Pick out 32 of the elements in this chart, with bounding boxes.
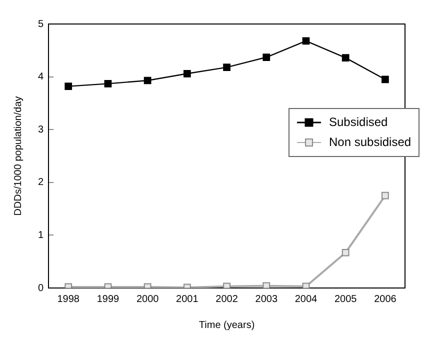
x-tick-label: 2005 bbox=[334, 294, 358, 305]
point bbox=[382, 76, 389, 84]
point bbox=[342, 54, 350, 62]
x-tick-label: 2002 bbox=[216, 294, 238, 305]
x-axis-title: Time (years) bbox=[198, 320, 255, 331]
y-axis-title: DDDs/1000 population/day bbox=[12, 96, 24, 216]
y-tick-label: 2 bbox=[38, 177, 44, 188]
point bbox=[104, 80, 112, 88]
y-tick-label: 5 bbox=[38, 18, 44, 30]
point bbox=[223, 64, 230, 71]
legend-label: Non subsidised bbox=[329, 134, 412, 149]
y-tick-label: 3 bbox=[38, 124, 44, 136]
point bbox=[64, 82, 72, 90]
x-tick-label: 2006 bbox=[374, 294, 397, 305]
point bbox=[262, 282, 270, 288]
point bbox=[144, 76, 152, 84]
x-tick-label: 2004 bbox=[294, 294, 318, 305]
y-tick-label: 0 bbox=[38, 282, 44, 294]
x-tick-label: 2003 bbox=[255, 294, 278, 305]
point bbox=[223, 282, 230, 288]
point bbox=[183, 70, 191, 78]
x-tick-label: 2001 bbox=[176, 294, 199, 305]
x-tick-label: 1998 bbox=[57, 294, 80, 305]
x-tick-label: 2000 bbox=[136, 294, 160, 305]
y-tick-label: 1 bbox=[38, 230, 44, 241]
y-tick-label: 4 bbox=[38, 72, 44, 83]
x-tick-label: 1999 bbox=[96, 294, 120, 305]
point bbox=[342, 248, 350, 256]
point bbox=[382, 192, 389, 200]
point bbox=[302, 37, 310, 45]
point bbox=[262, 54, 270, 61]
legend-label: Subsidised bbox=[329, 114, 388, 129]
